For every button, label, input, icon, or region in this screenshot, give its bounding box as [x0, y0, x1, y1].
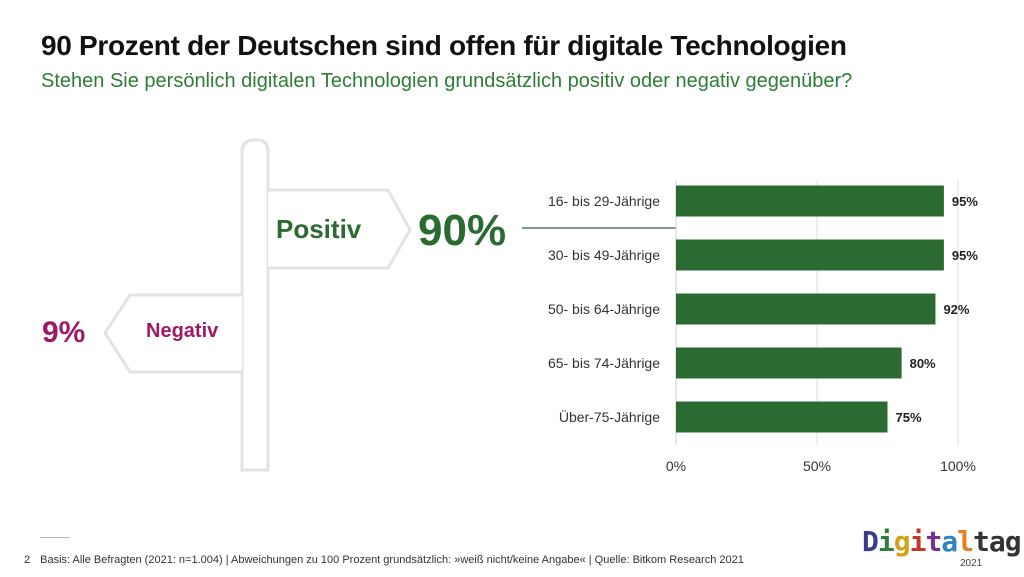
positive-label: Positiv	[276, 214, 362, 244]
bar	[676, 293, 936, 325]
footer-source-note: Basis: Alle Befragten (2021: n=1.004) | …	[40, 554, 744, 566]
category-label: 16- bis 29-Jährige	[548, 193, 660, 209]
positive-arrow-sign	[268, 188, 412, 270]
signpost-pole	[240, 138, 270, 472]
logo-letter: l	[957, 525, 974, 558]
category-label: 65- bis 74-Jährige	[548, 355, 660, 371]
logo-letter: a	[988, 525, 1006, 558]
digitaltag-logo: Digitaltag	[862, 525, 1022, 558]
x-tick-label: 50%	[803, 458, 831, 474]
category-label: 30- bis 49-Jährige	[548, 247, 660, 263]
page-title: 90 Prozent der Deutschen sind offen für …	[41, 30, 847, 61]
logo-letter: i	[909, 525, 927, 558]
logo-letter: a	[941, 525, 958, 558]
data-label: 92%	[943, 302, 969, 317]
logo-letter: g	[1004, 525, 1022, 558]
logo-year: 2021	[960, 558, 983, 569]
logo-letter: t	[925, 525, 942, 558]
logo-letter: i	[877, 525, 895, 558]
data-label: 95%	[952, 194, 978, 209]
logo-letter: g	[893, 525, 911, 558]
negative-arrow-sign	[103, 293, 242, 374]
footer: 2 Basis: Alle Befragten (2021: n=1.004) |…	[24, 554, 744, 566]
x-tick-label: 100%	[940, 458, 976, 474]
logo-letter: t	[973, 525, 990, 558]
category-label: Über-75-Jährige	[559, 408, 660, 425]
bar	[676, 239, 944, 271]
negative-value: 9%	[42, 316, 86, 349]
negative-label: Negativ	[146, 320, 219, 342]
data-label: 80%	[910, 356, 936, 371]
positive-value: 90%	[418, 206, 507, 255]
data-label: 75%	[896, 410, 922, 425]
bar	[676, 347, 902, 379]
x-tick-label: 0%	[666, 458, 686, 474]
category-label: 50- bis 64-Jährige	[548, 301, 660, 317]
footer-divider	[40, 537, 70, 538]
data-label: 95%	[952, 248, 978, 263]
logo-letter: D	[862, 525, 879, 558]
page-number: 2	[24, 554, 31, 566]
bar	[676, 185, 944, 217]
bar	[676, 401, 888, 433]
page-subtitle: Stehen Sie persönlich digitalen Technolo…	[41, 70, 853, 92]
